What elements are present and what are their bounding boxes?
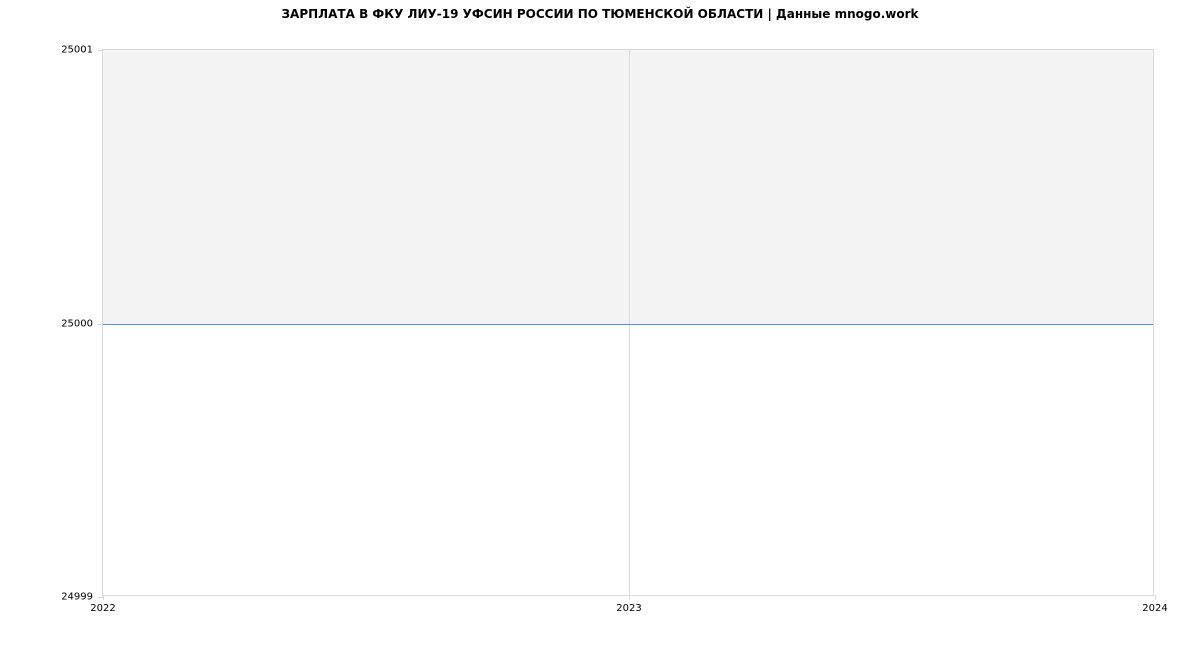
x-tick-label: 2023 bbox=[616, 603, 641, 614]
x-tick-label: 2024 bbox=[1142, 603, 1167, 614]
y-tick-mark bbox=[98, 324, 103, 325]
y-tick-label: 25001 bbox=[61, 45, 93, 56]
y-tick-label: 24999 bbox=[61, 592, 93, 603]
chart-container: ЗАРПЛАТА В ФКУ ЛИУ-19 УФСИН РОССИИ ПО ТЮ… bbox=[0, 0, 1200, 650]
grid-line-x bbox=[629, 50, 630, 595]
y-tick-label: 25000 bbox=[61, 318, 93, 329]
series-line-salary bbox=[103, 324, 1153, 325]
x-tick-mark bbox=[103, 595, 104, 600]
x-tick-mark bbox=[1155, 595, 1156, 600]
x-tick-label: 2022 bbox=[90, 603, 115, 614]
chart-title: ЗАРПЛАТА В ФКУ ЛИУ-19 УФСИН РОССИИ ПО ТЮ… bbox=[0, 7, 1200, 21]
x-tick-mark bbox=[629, 595, 630, 600]
plot-area: 249992500025001202220232024 bbox=[102, 49, 1154, 596]
y-tick-mark bbox=[98, 50, 103, 51]
plot-upper-band bbox=[103, 50, 1153, 324]
